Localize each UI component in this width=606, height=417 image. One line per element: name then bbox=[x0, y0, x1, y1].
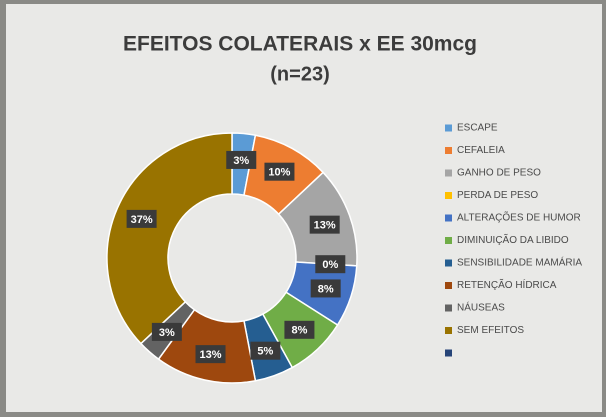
value-label: 37% bbox=[131, 214, 153, 226]
value-label: 5% bbox=[257, 346, 273, 358]
legend-label: DIMINUIÇÃO DA LIBIDO bbox=[457, 233, 569, 246]
legend-swatch bbox=[445, 304, 452, 312]
value-label-box bbox=[250, 341, 281, 360]
legend-label: RETENÇÃO HÍDRICA bbox=[457, 278, 557, 291]
value-label: 8% bbox=[318, 283, 334, 295]
value-label-box bbox=[310, 279, 341, 298]
chart-title: EFEITOS COLATERAIS x EE 30mcg bbox=[123, 33, 477, 56]
value-label: 10% bbox=[268, 167, 290, 179]
legend-swatch bbox=[445, 349, 452, 357]
legend-label: SENSIBILIDADE MAMÁRIA bbox=[457, 256, 582, 269]
legend-swatch bbox=[445, 169, 452, 177]
legend-label: GANHO DE PESO bbox=[457, 168, 541, 179]
legend-label: ESCAPE bbox=[457, 123, 498, 134]
value-label-box bbox=[264, 162, 295, 181]
value-label: 8% bbox=[291, 325, 307, 337]
value-label-box bbox=[126, 209, 157, 228]
legend-swatch bbox=[445, 214, 452, 222]
legend-swatch bbox=[445, 124, 452, 132]
legend-label: NÁUSEAS bbox=[457, 301, 505, 314]
legend-label: CEFALEIA bbox=[457, 145, 505, 156]
value-label-box bbox=[309, 215, 340, 234]
chart-subtitle: (n=23) bbox=[270, 63, 329, 85]
value-label: 0% bbox=[322, 259, 338, 271]
value-label: 13% bbox=[314, 220, 336, 232]
legend-swatch bbox=[445, 192, 452, 199]
value-label-box bbox=[151, 322, 182, 341]
legend-swatch bbox=[445, 282, 452, 289]
value-label-box bbox=[195, 345, 226, 364]
legend-swatch bbox=[445, 237, 452, 244]
value-label: 13% bbox=[199, 349, 221, 361]
legend-swatch bbox=[445, 147, 452, 154]
value-label: 3% bbox=[233, 155, 249, 167]
value-label-box bbox=[315, 255, 346, 274]
legend-label: SEM EFEITOS bbox=[457, 325, 524, 336]
legend-swatch bbox=[445, 327, 452, 334]
legend-label: PERDA DE PESO bbox=[457, 190, 538, 201]
legend-label: ALTERAÇÕES DE HUMOR bbox=[457, 211, 581, 224]
value-label-box bbox=[284, 320, 315, 339]
value-label-box bbox=[226, 150, 257, 169]
donut-slice bbox=[106, 132, 233, 345]
value-label: 3% bbox=[159, 327, 175, 339]
legend-swatch bbox=[445, 259, 452, 267]
